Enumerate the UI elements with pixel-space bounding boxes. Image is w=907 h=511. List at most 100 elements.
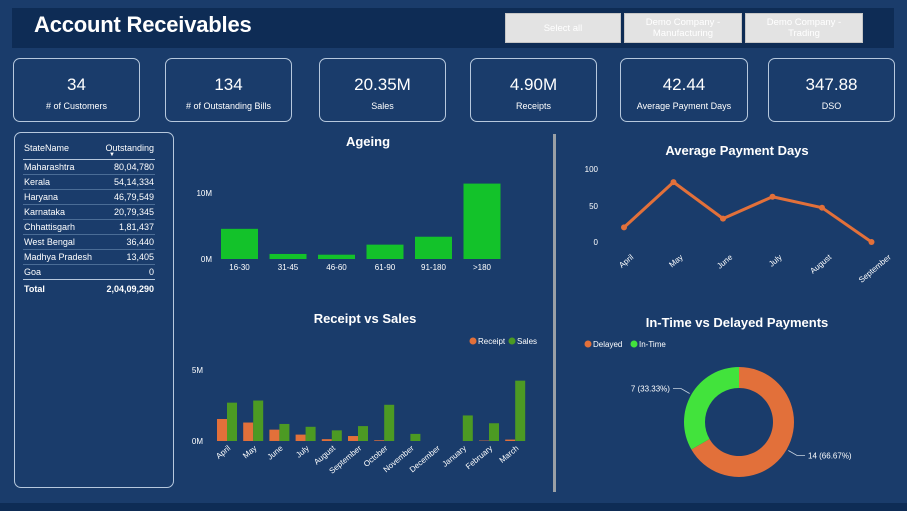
state-name-cell: Goa	[24, 267, 42, 277]
kpi-label: Sales	[371, 101, 394, 111]
kpi-value: 4.90M	[509, 75, 558, 94]
in-time-vs-delayed-chart: In-Time vs Delayed Payments Delayed In-T…	[584, 315, 852, 477]
kpi-card-dso: 347.88 DSO	[768, 58, 895, 122]
donut-chart-title: In-Time vs Delayed Payments	[646, 315, 829, 330]
apd-point-june	[720, 215, 726, 222]
kpi-label: DSO	[821, 101, 842, 111]
total-value: 2,04,09,290	[106, 284, 154, 294]
ageing-x-label-46-60: 46-60	[326, 263, 347, 272]
outstanding-cell: 13,405	[126, 252, 154, 262]
ageing-y-tick-0: 0M	[201, 255, 212, 264]
receipt-legend-label[interactable]: Receipt	[478, 337, 506, 346]
apd-y-tick-50: 50	[589, 202, 598, 211]
ageing-x-label-31-45: 31-45	[278, 263, 299, 272]
rvs-bar-sales-february	[489, 423, 499, 441]
table-row: Chhattisgarh 1,81,437	[23, 220, 155, 235]
receipt-vs-sales-chart: Receipt vs Sales Receipt Sales 0M 5M Apr…	[192, 311, 537, 476]
kpi-card-customers: 34 # of Customers	[13, 58, 140, 122]
state-name-cell: Kerala	[24, 177, 51, 187]
rvs-x-label-june: June	[266, 443, 285, 461]
table-row: West Bengal 36,440	[23, 235, 155, 250]
ageing-bar-31-45	[269, 253, 307, 259]
table-row: Goa 0	[23, 265, 155, 280]
rvs-bar-receipt-october	[374, 440, 385, 441]
outstanding-cell: 1,81,437	[118, 222, 154, 232]
rvs-bar-sales-april	[227, 402, 237, 441]
kpi-label: Average Payment Days	[636, 101, 732, 111]
state-outstanding-panel: StateName Outstanding ▼ Maharashtra 80,04…	[14, 132, 174, 488]
kpi-label: # of Outstanding Bills	[185, 101, 272, 111]
slicer-label: Demo Company - Manufacturing	[645, 17, 721, 39]
outstanding-cell: 20,79,345	[113, 207, 154, 217]
apd-x-label-july: July	[767, 253, 784, 269]
ageing-chart: Ageing 0M 10M 16-30 31-45 46-60 61-90 91-180…	[196, 134, 501, 272]
rvs-bar-sales-march	[515, 380, 526, 441]
panel-divider	[553, 134, 556, 492]
column-header-outstanding[interactable]: Outstanding	[105, 143, 154, 153]
in-time-legend-dot	[630, 340, 638, 348]
slicer-label: Demo Company - Trading	[766, 17, 842, 39]
receipt-vs-sales-title: Receipt vs Sales	[314, 311, 417, 326]
rvs-y-tick-5m: 5M	[192, 366, 203, 375]
rvs-bar-receipt-march	[505, 439, 516, 441]
outstanding-cell: 46,79,549	[113, 192, 154, 202]
rvs-bar-sales-january	[462, 415, 473, 441]
rvs-bar-receipt-june	[269, 429, 280, 441]
apd-point-september	[868, 239, 875, 245]
kpi-value: 34	[67, 75, 86, 94]
rvs-x-label-march: March	[498, 444, 521, 465]
table-total-row: Total 2,04,09,290	[23, 282, 155, 296]
state-name-cell: Chhattisgarh	[24, 222, 76, 232]
donut-leader-in-time	[672, 388, 690, 394]
kpi-value: 347.88	[805, 75, 858, 94]
in-time-legend-label[interactable]: In-Time	[639, 340, 666, 349]
ageing-y-tick-10m: 10M	[196, 189, 212, 198]
donut-slice-in-time	[684, 367, 739, 450]
ageing-x-label-91-180: 91-180	[421, 263, 446, 272]
donut-leader-delayed	[788, 450, 806, 456]
kpi-label: Receipts	[515, 101, 551, 111]
outstanding-cell: 54,14,334	[113, 177, 154, 187]
ageing-bar-180	[463, 183, 501, 259]
slicer-select-all-button[interactable]: Select all	[505, 13, 621, 43]
slicer-label: Select all	[543, 22, 583, 34]
apd-point-july	[769, 193, 776, 200]
average-payment-days-chart: Average Payment Days 100 50 0 April May Ju…	[585, 143, 893, 285]
slicer-manufacturing-button[interactable]: Demo Company - Manufacturing	[624, 13, 742, 43]
state-name-cell: West Bengal	[24, 237, 75, 247]
rvs-bar-sales-august	[331, 430, 342, 441]
sort-descending-icon[interactable]: ▼	[109, 152, 115, 158]
kpi-value: 42.44	[662, 75, 706, 94]
rvs-bar-receipt-july	[295, 434, 306, 441]
table-row: Kerala 54,14,334	[23, 175, 155, 190]
rvs-bar-sales-september	[358, 426, 368, 441]
sales-legend-dot	[508, 337, 516, 345]
ageing-x-label-61-90: 61-90	[375, 263, 396, 272]
rvs-bar-sales-july	[305, 426, 316, 441]
sales-legend-label[interactable]: Sales	[517, 337, 537, 346]
apd-x-label-june: June	[715, 252, 734, 270]
kpi-card-receipts: 4.90M Receipts	[470, 58, 597, 122]
outstanding-cell: 80,04,780	[113, 162, 154, 172]
ageing-x-label-180: >180	[473, 263, 492, 272]
apd-x-label-september: September	[857, 252, 893, 284]
rvs-bar-sales-october	[384, 404, 395, 441]
apd-point-may	[670, 179, 677, 186]
rvs-bar-receipt-september	[348, 436, 358, 441]
ageing-bar-91-180	[415, 236, 452, 259]
rvs-bar-receipt-may	[243, 422, 254, 441]
apd-point-august	[819, 204, 825, 211]
apd-chart-title: Average Payment Days	[665, 143, 808, 158]
apd-x-label-may: May	[667, 253, 684, 270]
rvs-bar-sales-may	[253, 400, 264, 441]
state-outstanding-table: StateName Outstanding ▼ Maharashtra 80,04…	[23, 141, 155, 296]
delayed-legend-label[interactable]: Delayed	[593, 340, 622, 349]
kpi-value: 20.35M	[354, 75, 411, 94]
donut-slice-delayed	[691, 367, 794, 477]
column-header-statename[interactable]: StateName	[24, 143, 70, 153]
receipt-legend-dot	[469, 337, 477, 345]
rvs-bar-receipt-april	[217, 418, 227, 441]
rvs-bar-receipt-august	[321, 439, 332, 441]
slicer-trading-button[interactable]: Demo Company - Trading	[745, 13, 863, 43]
